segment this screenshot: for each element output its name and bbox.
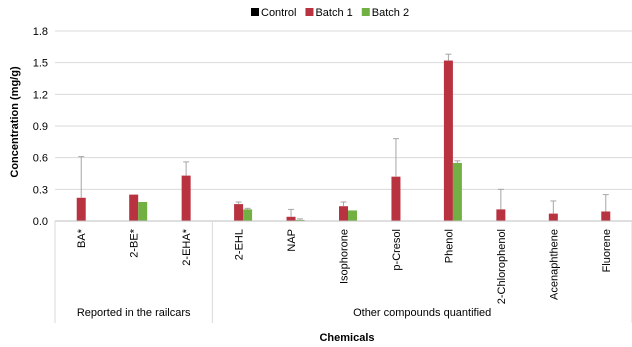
y-axis-title: Concentration (mg/g) (9, 66, 21, 178)
bar (138, 202, 148, 221)
x-tick-label: p-Cresol (391, 229, 403, 271)
legend-swatch (251, 8, 259, 16)
bar (391, 176, 401, 221)
y-tick-label: 0.9 (33, 121, 48, 133)
x-tick-label: 2-EHA* (181, 228, 193, 265)
x-tick-label: 2-BE* (129, 228, 141, 257)
bar (129, 194, 139, 221)
x-tick-label: 2-Chlorophenol (496, 229, 508, 304)
bars (76, 60, 611, 221)
legend-label: Batch 2 (372, 7, 409, 19)
group-label: Other compounds quantified (353, 307, 491, 319)
x-tick-label: Fluorene (601, 229, 613, 272)
x-tick-label: NAP (286, 229, 298, 252)
legend-swatch (361, 8, 370, 16)
gridlines (55, 30, 632, 190)
bar (601, 211, 611, 221)
y-tick-label: 0.3 (33, 184, 48, 196)
bar (339, 206, 348, 221)
bar (234, 204, 244, 221)
legend: Control Batch 1 Batch 2 (251, 7, 409, 19)
x-tick-label: 2-EHL (234, 229, 246, 260)
x-tick-label: Isophorone (339, 229, 351, 284)
bar (286, 216, 296, 221)
category-groups: Reported in the railcars Other compounds … (54, 221, 632, 323)
bar (548, 213, 558, 221)
error-bars (78, 53, 609, 220)
group-label: Reported in the railcars (77, 307, 191, 319)
bar (243, 209, 253, 221)
y-tick-label: 0.6 (33, 153, 48, 165)
x-tick-labels: BA* 2-BE* 2-EHA* 2-EHL NAP Isophorone p-Cresol… (76, 228, 613, 304)
legend-label: Control (261, 7, 296, 19)
x-tick-label: BA* (76, 228, 88, 248)
x-axis-title: Chemicals (319, 332, 374, 342)
x-tick-label: Phenol (443, 229, 455, 263)
y-tick-label: 0.0 (33, 216, 48, 228)
x-tick-label: Acenaphthene (548, 229, 560, 300)
legend-label: Batch 1 (315, 7, 352, 19)
bar (181, 175, 191, 221)
y-tick-labels: 0.0 0.3 0.6 0.9 1.2 1.5 1.8 (33, 26, 48, 228)
bar (452, 162, 462, 221)
bar (348, 210, 357, 221)
bar (443, 60, 453, 221)
bar (496, 209, 506, 221)
y-tick-label: 1.2 (33, 89, 48, 101)
y-tick-label: 1.5 (33, 58, 48, 70)
legend-swatch (305, 8, 314, 16)
bar (76, 197, 86, 221)
y-tick-label: 1.8 (33, 26, 48, 38)
bar (295, 219, 305, 221)
